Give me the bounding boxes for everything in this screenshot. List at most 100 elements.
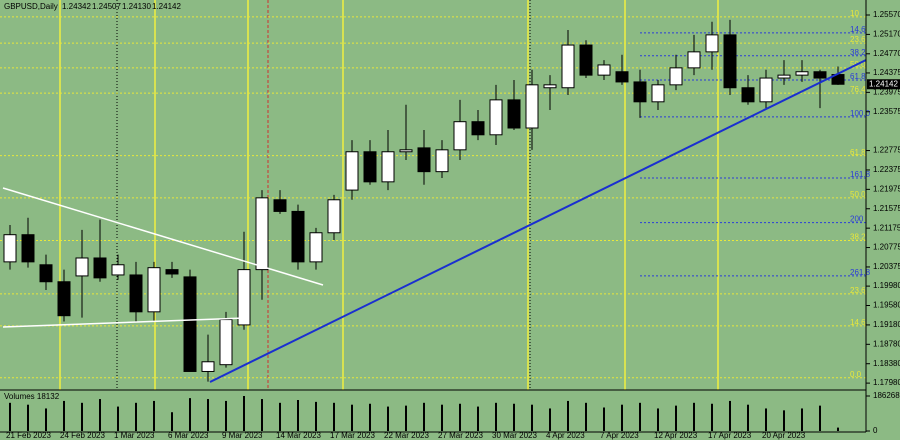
fib-label: 14.6 <box>850 318 866 327</box>
trendline <box>2 187 324 286</box>
fib-label: 38.2 <box>850 48 866 57</box>
candle-body <box>363 151 377 183</box>
candle-body <box>381 151 395 183</box>
y-tick-label: 1.19180 <box>873 320 900 329</box>
header-value: 1.24130 <box>122 2 151 11</box>
candle-body <box>597 64 611 76</box>
y-tick-label: 1.20375 <box>873 262 900 271</box>
fib-label: 50.0 <box>850 190 866 199</box>
candle-body <box>57 281 71 317</box>
candle-body <box>561 44 575 89</box>
y-tick-label: 1.21175 <box>873 223 900 232</box>
candle-body <box>687 51 701 69</box>
candle-body <box>147 267 161 313</box>
y-tick-label: 1.20775 <box>873 243 900 252</box>
candle-body <box>435 149 449 173</box>
trendlines <box>2 59 867 383</box>
x-tick-label: 20 Apr 2023 <box>762 431 806 440</box>
trendline <box>2 317 246 328</box>
volume-title: Volumes 18132 <box>4 392 60 401</box>
y-tick-label: 1.17980 <box>873 378 900 387</box>
fib-label: 200 <box>850 215 864 224</box>
candle-body <box>111 264 125 276</box>
x-tick-label: 9 Mar 2023 <box>222 431 263 440</box>
candle-body <box>237 269 251 326</box>
fib-label: 100.0 <box>850 109 871 118</box>
candle-body <box>273 199 287 212</box>
candle-body <box>129 274 143 313</box>
candle-body <box>759 77 773 103</box>
candle-body <box>471 121 485 136</box>
x-tick-label: 24 Feb 2023 <box>60 431 105 440</box>
y-tick-label: 1.19580 <box>873 301 900 310</box>
vertical-markers <box>59 0 719 390</box>
candle-body <box>165 269 179 275</box>
fib-label: 261.8 <box>850 268 871 277</box>
y-tick-label: 1.24375 <box>873 68 900 77</box>
candle-body <box>543 84 557 89</box>
y-tick-label: 1.22775 <box>873 146 900 155</box>
candle-body <box>345 151 359 191</box>
candle-body <box>417 147 431 173</box>
chart-title: GBPUSD,Daily <box>4 2 58 11</box>
x-tick-label: 27 Mar 2023 <box>438 431 483 440</box>
fib-label: 0.0 <box>850 370 862 379</box>
candle-body <box>777 74 791 79</box>
candle-body <box>633 81 647 103</box>
x-tick-label: 30 Mar 2023 <box>492 431 537 440</box>
candle-body <box>489 99 503 136</box>
fib-label: 23.6 <box>850 35 866 44</box>
y-tick-label: 1.23975 <box>873 87 900 96</box>
candle-body <box>21 234 35 263</box>
x-tick-label: 21 Feb 2023 <box>6 431 51 440</box>
fib-label: 14.6 <box>850 25 866 34</box>
candle-body <box>75 257 89 277</box>
y-tick-label: 1.19980 <box>873 281 900 290</box>
candle-body <box>507 99 521 129</box>
x-tick-label: 1 Mar 2023 <box>114 431 155 440</box>
candle-body <box>453 121 467 151</box>
candle-body <box>291 210 305 263</box>
v-tick-label: 0 <box>873 426 878 435</box>
y-tick-label: 1.25170 <box>873 30 900 39</box>
candle-body <box>201 361 215 372</box>
candle-body <box>813 71 827 79</box>
y-tick-label: 1.22375 <box>873 165 900 174</box>
header-value: 1.24342 <box>62 2 91 11</box>
fib-label: 10 <box>850 9 859 18</box>
candles <box>3 19 845 382</box>
candle-body <box>399 149 413 153</box>
x-tick-label: 17 Mar 2023 <box>330 431 375 440</box>
candle-body <box>705 34 719 53</box>
y-tick-label: 1.23575 <box>873 107 900 116</box>
candle-body <box>525 84 539 129</box>
v-tick-label: 186268 <box>873 391 900 400</box>
candle-body <box>795 71 809 76</box>
candle-body <box>39 264 53 283</box>
candle-body <box>327 199 341 234</box>
x-tick-label: 22 Mar 2023 <box>384 431 429 440</box>
y-tick-label: 1.21575 <box>873 204 900 213</box>
candle-body <box>579 44 593 76</box>
y-tick-label: 1.24770 <box>873 49 900 58</box>
trendline <box>209 59 867 383</box>
x-tick-label: 7 Apr 2023 <box>600 431 639 440</box>
fib-label: 38.2 <box>850 233 866 242</box>
candle-body <box>741 87 755 103</box>
y-tick-label: 1.18780 <box>873 339 900 348</box>
candle-body <box>723 34 737 89</box>
x-tick-label: 12 Apr 2023 <box>654 431 698 440</box>
candle-body <box>219 319 233 366</box>
candle-body <box>93 257 107 279</box>
y-tick-label: 1.25570 <box>873 10 900 19</box>
y-tick-label: 1.21975 <box>873 184 900 193</box>
fib-group: 1014.623.638.250.061.876.4100.061.8161.8… <box>0 9 871 379</box>
current-price-label: 1.24142 <box>869 79 898 88</box>
x-tick-label: 4 Apr 2023 <box>546 431 585 440</box>
fib-label: 23.6 <box>850 286 866 295</box>
candle-body <box>615 71 629 83</box>
candle-body <box>183 276 197 372</box>
